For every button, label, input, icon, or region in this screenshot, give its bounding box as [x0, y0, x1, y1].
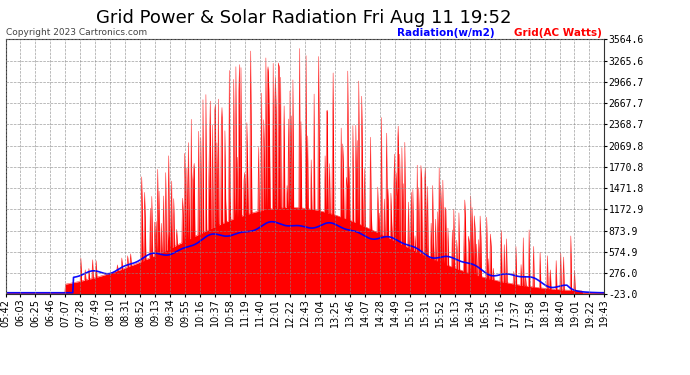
Text: Copyright 2023 Cartronics.com: Copyright 2023 Cartronics.com: [6, 28, 147, 37]
Text: Grid(AC Watts): Grid(AC Watts): [514, 28, 602, 38]
Text: Grid Power & Solar Radiation Fri Aug 11 19:52: Grid Power & Solar Radiation Fri Aug 11 …: [96, 9, 511, 27]
Text: Radiation(w/m2): Radiation(w/m2): [397, 28, 494, 38]
